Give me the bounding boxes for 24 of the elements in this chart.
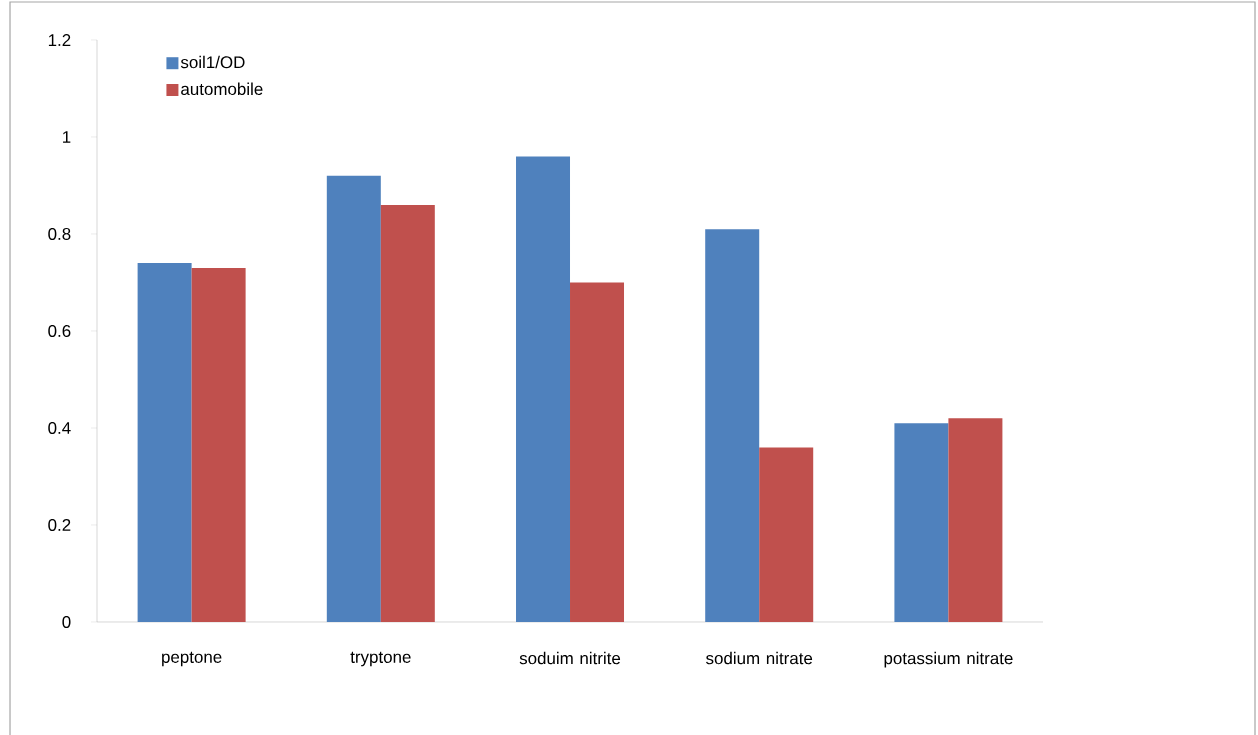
bar [948,418,1003,622]
bar [570,282,625,622]
bar [380,204,435,622]
y-tick-label: 0.4 [48,421,71,434]
bar [326,175,381,622]
x-tick-label: tryptone [350,651,411,667]
y-tick-label: 0 [62,615,71,628]
bar [759,447,814,622]
bar [705,229,760,622]
x-tick-label: potassium nitrate [884,651,1013,668]
x-tick-label: soduim nitrite [519,651,621,665]
x-tick-label: peptone [162,651,222,667]
bar [191,267,246,622]
y-tick-label: 0.8 [48,227,71,240]
y-tick-label: 1.2 [48,34,71,46]
x-tick-label: sodium nitrate [706,651,813,665]
legend-label: automobile [181,82,263,96]
y-tick-label: 0.2 [48,518,71,531]
legend-label: soil1/OD [180,55,245,69]
bar [894,423,949,622]
y-tick-label: 0.6 [48,324,71,337]
bar [137,263,192,622]
bar [516,156,571,622]
y-tick-label: 1 [63,131,71,143]
